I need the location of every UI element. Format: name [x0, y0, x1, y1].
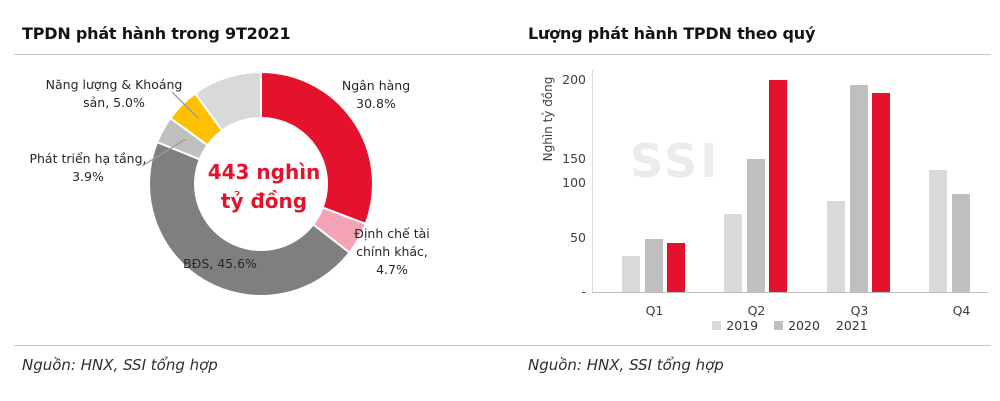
callout-line: Ngân hàng — [341, 78, 411, 93]
callout-line: Năng lượng & Khoáng — [45, 77, 183, 92]
donut-callout-0: Ngân hàng 30.8% — [342, 77, 410, 113]
y-tick-label-200: 200 — [562, 72, 586, 87]
legend-swatch-2019 — [712, 320, 722, 330]
callout-line: sản, 5.0% — [83, 95, 145, 110]
y-tick-label-150: 150 — [562, 151, 586, 166]
donut-center-line1: 443 nghìn — [207, 160, 321, 184]
callout-line: 3.9% — [72, 169, 104, 184]
donut-callout-4: Năng lượng & Khoáng sản, 5.0% — [46, 76, 183, 112]
donut-center-label: 443 nghìn tỷ đồng — [208, 158, 321, 216]
x-category-label-Q1: Q1 — [645, 303, 664, 318]
y-tick-label-50: 50 — [570, 230, 586, 245]
right-chart-title: Lượng phát hành TPDN theo quý — [528, 24, 816, 43]
callout-line: Định chế tài — [354, 226, 430, 241]
bar-2019-Q3 — [827, 200, 845, 292]
x-axis-line — [592, 292, 988, 293]
callout-line: Phát triển hạ tầng, — [29, 151, 147, 166]
donut-callout-3: Phát triển hạ tầng, 3.9% — [29, 150, 146, 186]
callout-line: BĐS, 45.6% — [183, 256, 257, 271]
legend-item-2019: 2019 — [712, 318, 758, 333]
donut-callout-2: BĐS, 45.6% — [183, 255, 257, 273]
donut-center-line2: tỷ đồng — [220, 189, 308, 213]
ssi-watermark: SSI — [630, 134, 721, 188]
legend-item-2020: 2020 — [774, 318, 820, 333]
bar-2019-Q2 — [724, 213, 742, 292]
donut-leader-line-0 — [171, 91, 200, 120]
donut-callout-1: Định chế tài chính khác, 4.7% — [354, 225, 429, 279]
legend-swatch-2020 — [774, 320, 784, 330]
right-source-note: Nguồn: HNX, SSI tổng hợp — [528, 356, 724, 374]
x-category-label-Q2: Q2 — [747, 303, 766, 318]
chart-legend: 2019 2020 2021 — [600, 316, 980, 334]
y-tick-label--: - — [581, 284, 586, 299]
bar-2020-Q3 — [849, 84, 868, 292]
donut-segment-5 — [193, 70, 262, 133]
legend-label-2021: 2021 — [835, 317, 868, 333]
donut-segment-2 — [148, 140, 351, 297]
callout-line: chính khác, — [356, 244, 428, 259]
callout-line: 30.8% — [356, 96, 396, 111]
x-category-label-Q3: Q3 — [850, 303, 869, 318]
y-axis-line — [592, 70, 593, 293]
left-chart-title: TPDN phát hành trong 9T2021 — [22, 24, 291, 43]
y-axis-title: Nghìn tỷ đồng — [541, 76, 555, 162]
bar-2019-Q1 — [622, 256, 640, 292]
donut-chart — [141, 70, 374, 297]
legend-item-2021: 2021 — [836, 318, 868, 333]
x-category-label-Q4: Q4 — [952, 303, 971, 318]
y-tick-label-100: 100 — [562, 175, 586, 190]
donut-segment-0 — [260, 70, 374, 226]
footer-divider — [14, 345, 991, 346]
donut-leader-line-1 — [141, 138, 187, 167]
bar-2021-Q1 — [667, 243, 685, 292]
callout-line: 4.7% — [376, 262, 408, 277]
left-source-note: Nguồn: HNX, SSI tổng hợp — [22, 356, 218, 374]
bar-2021-Q2 — [769, 80, 787, 292]
legend-label-2020: 2020 — [788, 317, 820, 333]
bar-2020-Q4 — [951, 194, 970, 292]
legend-label-2019: 2019 — [726, 317, 759, 333]
bar-2020-Q2 — [746, 159, 765, 292]
bar-2019-Q4 — [929, 170, 947, 292]
bar-2020-Q1 — [644, 239, 663, 292]
header-divider — [14, 54, 991, 55]
bar-2021-Q3 — [872, 92, 890, 292]
